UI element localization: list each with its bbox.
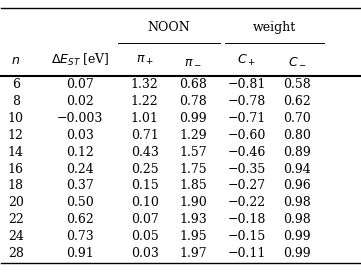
Text: 1.75: 1.75 (179, 163, 207, 176)
Text: −0.78: −0.78 (228, 95, 266, 108)
Text: $n$: $n$ (11, 54, 20, 67)
Text: 0.37: 0.37 (66, 179, 94, 192)
Text: 0.91: 0.91 (66, 247, 94, 260)
Text: 0.03: 0.03 (131, 247, 158, 260)
Text: 0.02: 0.02 (66, 95, 94, 108)
Text: −0.81: −0.81 (227, 78, 266, 91)
Text: −0.003: −0.003 (57, 112, 103, 125)
Text: 0.80: 0.80 (283, 129, 311, 142)
Text: −0.35: −0.35 (228, 163, 266, 176)
Text: weight: weight (253, 20, 296, 34)
Text: 0.43: 0.43 (131, 146, 158, 159)
Text: 0.68: 0.68 (179, 78, 207, 91)
Text: 0.50: 0.50 (66, 196, 94, 209)
Text: 20: 20 (8, 196, 24, 209)
Text: 0.78: 0.78 (179, 95, 207, 108)
Text: NOON: NOON (148, 20, 190, 34)
Text: −0.22: −0.22 (228, 196, 266, 209)
Text: −0.71: −0.71 (228, 112, 266, 125)
Text: −0.46: −0.46 (227, 146, 266, 159)
Text: $C_+$: $C_+$ (238, 53, 256, 68)
Text: −0.18: −0.18 (227, 213, 266, 226)
Text: 14: 14 (8, 146, 24, 159)
Text: −0.60: −0.60 (227, 129, 266, 142)
Text: 0.03: 0.03 (66, 129, 94, 142)
Text: 1.97: 1.97 (179, 247, 207, 260)
Text: 0.99: 0.99 (179, 112, 207, 125)
Text: 0.10: 0.10 (131, 196, 158, 209)
Text: 0.07: 0.07 (66, 78, 94, 91)
Text: $\pi_-$: $\pi_-$ (184, 54, 202, 67)
Text: 1.93: 1.93 (179, 213, 207, 226)
Text: 0.99: 0.99 (283, 247, 311, 260)
Text: 12: 12 (8, 129, 24, 142)
Text: 1.57: 1.57 (179, 146, 207, 159)
Text: 0.98: 0.98 (283, 213, 311, 226)
Text: $\pi_+$: $\pi_+$ (136, 54, 153, 67)
Text: 1.01: 1.01 (131, 112, 158, 125)
Text: 0.58: 0.58 (283, 78, 311, 91)
Text: 0.96: 0.96 (283, 179, 311, 192)
Text: 1.95: 1.95 (179, 230, 207, 243)
Text: 0.71: 0.71 (131, 129, 158, 142)
Text: 16: 16 (8, 163, 24, 176)
Text: 0.89: 0.89 (283, 146, 311, 159)
Text: 0.05: 0.05 (131, 230, 158, 243)
Text: 0.62: 0.62 (283, 95, 311, 108)
Text: 0.07: 0.07 (131, 213, 158, 226)
Text: 0.98: 0.98 (283, 196, 311, 209)
Text: 0.15: 0.15 (131, 179, 158, 192)
Text: −0.27: −0.27 (228, 179, 266, 192)
Text: 18: 18 (8, 179, 24, 192)
Text: 24: 24 (8, 230, 24, 243)
Text: 0.12: 0.12 (66, 146, 94, 159)
Text: 8: 8 (12, 95, 20, 108)
Text: 1.32: 1.32 (131, 78, 158, 91)
Text: $C_-$: $C_-$ (287, 54, 306, 67)
Text: 0.99: 0.99 (283, 230, 311, 243)
Text: 1.85: 1.85 (179, 179, 207, 192)
Text: 0.25: 0.25 (131, 163, 158, 176)
Text: 1.90: 1.90 (179, 196, 207, 209)
Text: 0.70: 0.70 (283, 112, 311, 125)
Text: $\Delta E_{ST}$ [eV]: $\Delta E_{ST}$ [eV] (51, 52, 109, 68)
Text: 28: 28 (8, 247, 24, 260)
Text: 1.29: 1.29 (179, 129, 207, 142)
Text: −0.11: −0.11 (227, 247, 266, 260)
Text: 10: 10 (8, 112, 24, 125)
Text: 22: 22 (8, 213, 23, 226)
Text: 0.24: 0.24 (66, 163, 94, 176)
Text: 1.22: 1.22 (131, 95, 158, 108)
Text: 0.94: 0.94 (283, 163, 311, 176)
Text: 6: 6 (12, 78, 20, 91)
Text: −0.15: −0.15 (228, 230, 266, 243)
Text: 0.62: 0.62 (66, 213, 94, 226)
Text: 0.73: 0.73 (66, 230, 94, 243)
